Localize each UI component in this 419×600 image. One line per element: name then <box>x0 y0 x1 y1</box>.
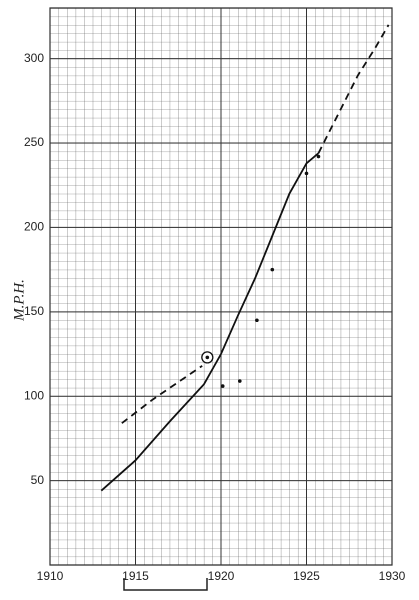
x-tick-label: 1915 <box>122 569 149 583</box>
dashed-curve <box>317 24 390 154</box>
data-point <box>304 171 309 176</box>
y-tick-label: 100 <box>24 388 44 402</box>
x-tick-label: 1910 <box>37 569 64 583</box>
x-tick-label: 1925 <box>293 569 320 583</box>
y-tick-label: 150 <box>24 304 44 318</box>
y-tick-label: 200 <box>24 220 44 234</box>
bracket <box>123 578 208 591</box>
dashed-curve <box>121 365 203 424</box>
y-tick-label: 50 <box>31 473 45 487</box>
data-point <box>238 379 242 383</box>
curve <box>100 152 320 492</box>
x-tick-label: 1930 <box>379 569 406 583</box>
data-point <box>270 267 275 272</box>
x-tick-label: 1920 <box>208 569 235 583</box>
y-axis-title: M.P.H. <box>11 279 27 322</box>
circled-point <box>205 355 210 360</box>
y-tick-label: 250 <box>24 135 44 149</box>
data-point <box>316 154 321 159</box>
y-tick-label: 300 <box>24 51 44 65</box>
data-point <box>255 318 259 323</box>
data-point <box>220 384 225 388</box>
